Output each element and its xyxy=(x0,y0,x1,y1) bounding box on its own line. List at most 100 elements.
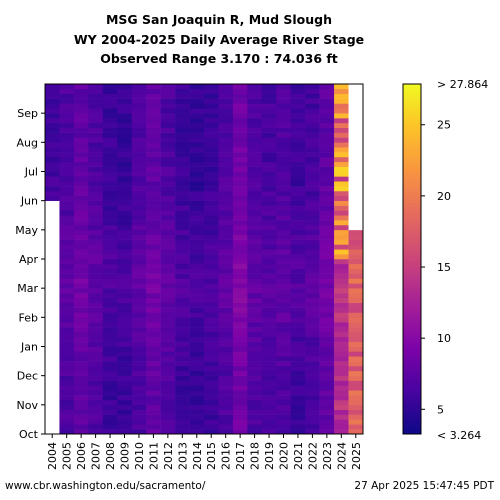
heat-cell xyxy=(348,161,364,167)
heat-cell xyxy=(348,424,364,430)
heat-cell xyxy=(204,176,219,182)
heat-cell xyxy=(290,419,306,425)
heat-cell xyxy=(189,181,205,187)
heat-cell xyxy=(218,88,234,95)
heat-cell xyxy=(334,254,349,260)
x-tick-label: 2012 xyxy=(162,442,175,470)
heat-cell xyxy=(45,93,60,99)
heat-cell xyxy=(348,181,364,187)
heat-cell xyxy=(232,152,248,158)
heat-cell xyxy=(117,171,133,177)
heat-cell xyxy=(45,200,60,206)
heat-cell xyxy=(348,156,364,163)
heat-cell xyxy=(160,122,176,129)
colorbar-step xyxy=(403,392,421,396)
heat-cell xyxy=(305,190,320,197)
heat-cell xyxy=(348,302,364,308)
heat-cell xyxy=(175,283,190,289)
heat-cell xyxy=(247,220,263,226)
heat-cell xyxy=(102,312,118,318)
heat-cell xyxy=(146,127,161,133)
heat-cell xyxy=(247,336,263,342)
heat-cell xyxy=(348,385,364,391)
heat-cell xyxy=(146,322,161,328)
heat-cell xyxy=(160,215,176,221)
heat-cell xyxy=(305,361,320,367)
heat-cell xyxy=(290,317,306,323)
heat-cell xyxy=(204,200,219,206)
heat-cell xyxy=(160,288,176,294)
heat-cell xyxy=(117,361,133,367)
heat-cell xyxy=(73,385,89,391)
heat-cell xyxy=(319,88,335,95)
heat-cell xyxy=(88,404,104,410)
x-tick-label: 2018 xyxy=(249,442,262,470)
x-tick-label: 2024 xyxy=(335,442,348,470)
heat-cell xyxy=(348,166,364,172)
heat-cell xyxy=(160,118,176,124)
colorbar-step xyxy=(403,150,421,155)
colorbar-frame xyxy=(402,83,422,435)
x-tick-label: 2015 xyxy=(205,442,218,470)
heat-cell xyxy=(247,414,263,420)
heat-cell xyxy=(88,200,104,206)
colorbar-step xyxy=(403,280,421,284)
heat-cell xyxy=(117,137,133,143)
heat-cell xyxy=(175,327,190,333)
heat-cell xyxy=(290,399,306,406)
heat-cell xyxy=(247,283,263,289)
heat-cell xyxy=(247,254,263,260)
heat-cell xyxy=(146,288,161,294)
heat-cell xyxy=(232,220,248,226)
heat-cell xyxy=(117,224,133,231)
heat-cell xyxy=(290,93,306,99)
heat-cell xyxy=(73,302,89,308)
heat-cell xyxy=(146,224,161,231)
heat-cell xyxy=(204,331,219,338)
heat-cell xyxy=(117,161,133,167)
heat-cell xyxy=(189,336,205,342)
heat-cell xyxy=(305,370,320,376)
heat-cell xyxy=(218,390,234,396)
heat-cell xyxy=(348,200,364,206)
heat-cell xyxy=(73,239,89,245)
heat-cell xyxy=(189,186,205,192)
heat-cell xyxy=(218,181,234,187)
heat-cell xyxy=(204,317,219,323)
heat-cell xyxy=(73,210,89,216)
heat-cell xyxy=(204,210,219,216)
heat-cell xyxy=(146,375,161,381)
heat-cell xyxy=(290,365,306,372)
y-tick-label: Mar xyxy=(17,282,38,295)
heat-cell xyxy=(247,390,263,396)
heat-cell xyxy=(59,356,75,362)
heat-cell xyxy=(175,322,190,328)
heat-cell xyxy=(73,113,89,119)
heat-cell xyxy=(59,414,75,420)
colorbar-step xyxy=(403,266,421,270)
heat-cell xyxy=(232,273,248,279)
heat-cell xyxy=(348,317,364,323)
heat-cell xyxy=(189,147,205,153)
heat-cell xyxy=(247,156,263,163)
heat-cell xyxy=(146,152,161,158)
heat-cell xyxy=(232,341,248,347)
heat-cell xyxy=(232,385,248,391)
heat-cell xyxy=(146,200,161,206)
heat-cell xyxy=(218,322,234,328)
heat-cell xyxy=(305,307,320,313)
heat-cell xyxy=(334,166,349,172)
colorbar-step xyxy=(403,87,421,92)
heat-cell xyxy=(59,399,75,406)
heat-cell xyxy=(131,317,147,323)
heat-cell xyxy=(146,234,161,240)
heat-cell xyxy=(102,336,118,342)
heat-cell xyxy=(146,399,161,406)
heat-cell xyxy=(204,190,219,197)
colorbar-step xyxy=(403,420,421,424)
heat-cell xyxy=(146,346,161,352)
heat-cell xyxy=(290,210,306,216)
heat-cell xyxy=(334,424,349,430)
heat-cell xyxy=(131,152,147,158)
heat-cell xyxy=(160,190,176,197)
